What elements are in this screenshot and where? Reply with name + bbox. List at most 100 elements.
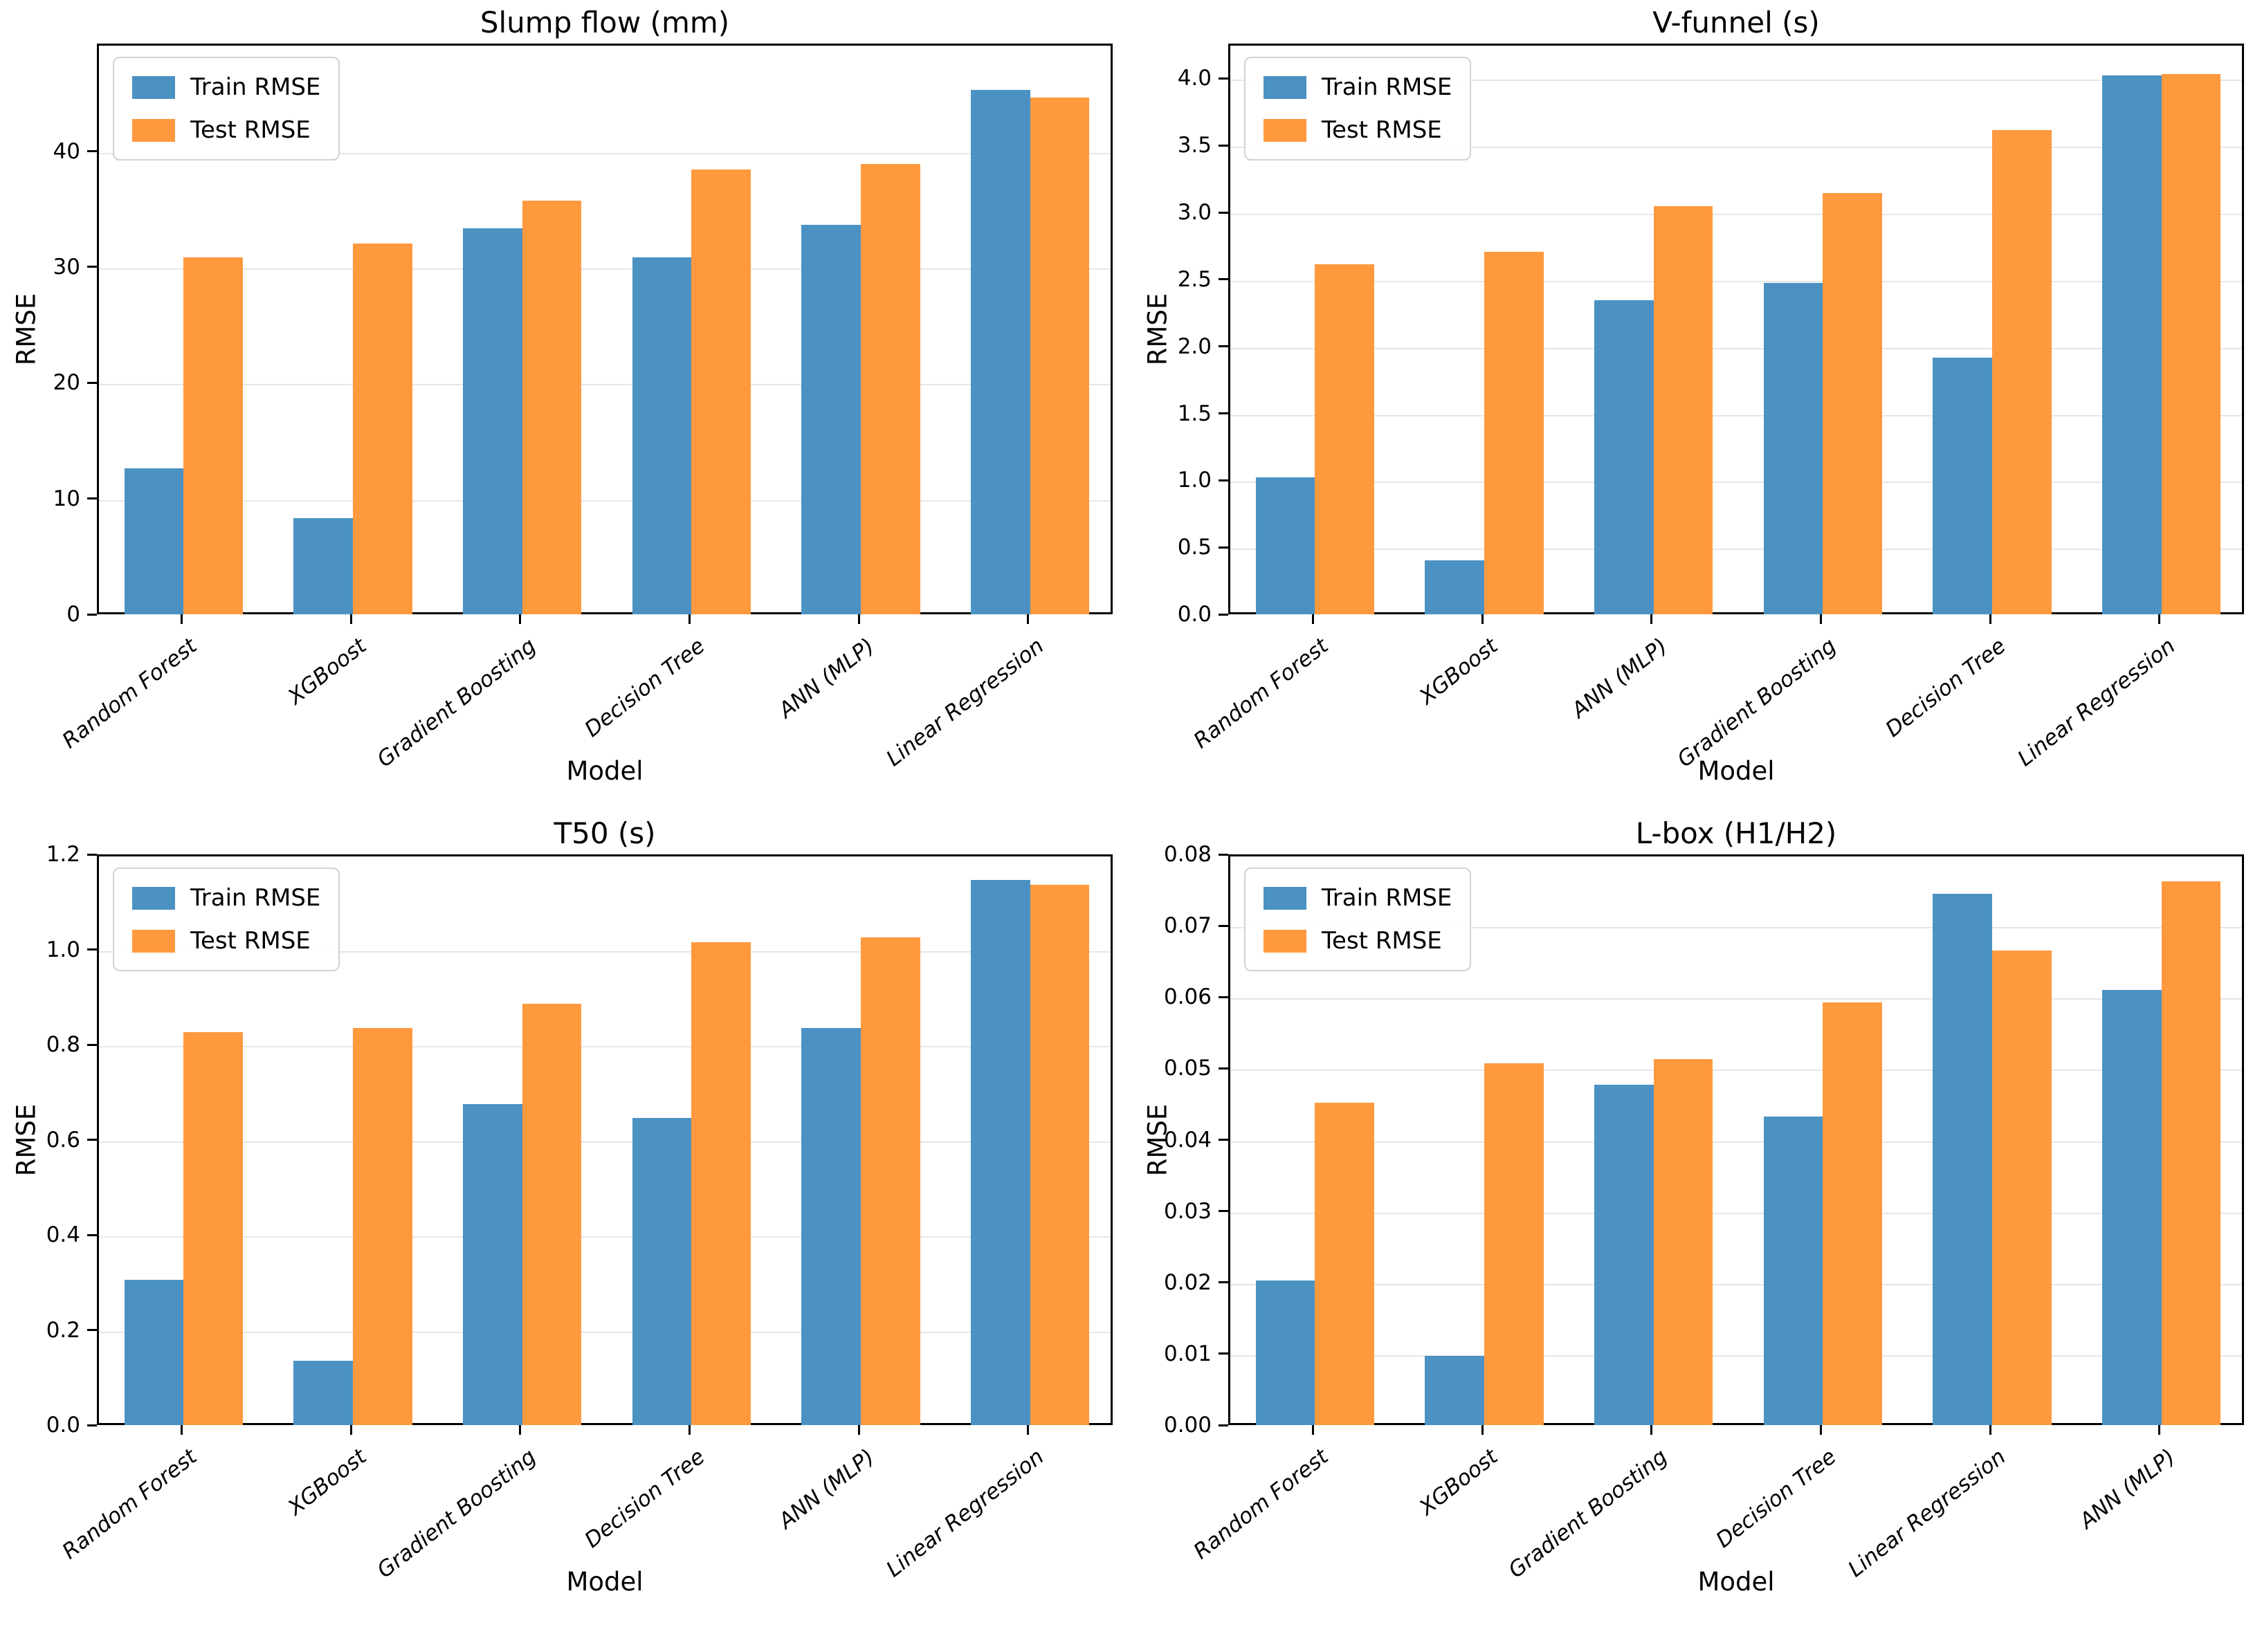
y-tick-mark: [1219, 1067, 1228, 1070]
y-tick-mark: [1219, 345, 1228, 348]
gridline: [99, 1331, 1111, 1333]
bar-train-decision-tree: [632, 257, 692, 614]
y-tick-mark: [1219, 924, 1228, 927]
legend-swatch-test-rmse: [1264, 929, 1306, 953]
x-axis-label: Model: [1697, 756, 1775, 786]
bar-test-gradient-boosting: [1653, 1058, 1713, 1425]
y-tick-mark: [1219, 1281, 1228, 1284]
bar-test-gradient-boosting: [522, 1004, 582, 1425]
bar-train-gradient-boosting: [463, 228, 522, 614]
y-tick-label: 20: [53, 370, 80, 396]
y-tick-mark: [1219, 479, 1228, 481]
y-tick-mark: [87, 266, 97, 268]
x-tick-mark: [1311, 614, 1314, 624]
bar-train-decision-tree: [1933, 358, 1992, 614]
bar-test-linear-regression: [1992, 951, 2052, 1425]
y-tick-label: 1.0: [46, 937, 80, 962]
legend: Train RMSE Test RMSE: [113, 57, 340, 160]
x-tick-mark: [1027, 1425, 1030, 1435]
gridline: [1230, 214, 2242, 215]
legend: Train RMSE Test RMSE: [1244, 57, 1472, 160]
bar-test-gradient-boosting: [522, 201, 582, 614]
y-tick-mark: [87, 948, 97, 951]
x-tick-mark: [1989, 614, 1991, 624]
gridline: [99, 1236, 1111, 1238]
y-tick-mark: [87, 613, 97, 616]
x-axis-label: Model: [566, 1567, 644, 1597]
bar-test-linear-regression: [2161, 73, 2221, 614]
y-tick-label: 0.03: [1163, 1198, 1212, 1224]
bar-train-linear-regression: [2102, 75, 2162, 614]
y-tick-label: 0.6: [46, 1127, 80, 1153]
bar-test-decision-tree: [1992, 130, 2052, 614]
x-tick-mark: [857, 1425, 860, 1435]
y-tick-label: 3.5: [1177, 133, 1212, 158]
bar-train-random-forest: [124, 468, 184, 614]
y-tick-mark: [87, 497, 97, 500]
gridline: [99, 1141, 1111, 1143]
y-tick-label: 1.0: [1177, 468, 1212, 493]
legend-label: Train RMSE: [190, 73, 321, 101]
gridline: [99, 384, 1111, 386]
legend-swatch-test-rmse: [132, 929, 175, 953]
y-tick-label: 0.0: [46, 1413, 80, 1438]
bar-test-random-forest: [1315, 1102, 1374, 1425]
y-tick-label: 0.5: [1177, 535, 1212, 560]
legend-swatch-test-rmse: [132, 118, 175, 142]
gridline: [99, 268, 1111, 270]
bar-test-ann-mlp: [1653, 206, 1713, 614]
y-tick-mark: [1219, 144, 1228, 147]
bar-test-ann-mlp: [2161, 881, 2221, 1425]
x-tick-mark: [180, 1425, 183, 1435]
chart-title: Slump flow (mm): [480, 6, 730, 39]
legend-label: Test RMSE: [1322, 116, 1442, 144]
legend-label: Test RMSE: [190, 927, 311, 955]
legend-swatch-test-rmse: [1264, 118, 1306, 142]
legend-item-train-rmse: Train RMSE: [132, 72, 320, 102]
bar-train-random-forest: [1255, 477, 1315, 614]
y-tick-mark: [87, 381, 97, 384]
chart-title: V-funnel (s): [1652, 6, 1820, 39]
y-tick-label: 0.2: [46, 1317, 80, 1343]
gridline: [99, 152, 1111, 154]
bar-test-ann-mlp: [861, 937, 920, 1425]
y-tick-label: 0.00: [1163, 1413, 1212, 1438]
plot-area: Train RMSE Test RMSE: [1228, 854, 2244, 1425]
bar-train-xgboost: [1425, 1355, 1484, 1425]
y-tick-mark: [87, 1139, 97, 1141]
y-tick-mark: [87, 853, 97, 856]
bar-train-xgboost: [293, 517, 353, 614]
x-tick-mark: [519, 1425, 522, 1435]
y-tick-label: 1.2: [46, 842, 80, 867]
chart-title: L-box (H1/H2): [1635, 816, 1837, 850]
subplot-t50: T50 (s) RMSE Model Train RMSE Test RMSE 0.0 0.…: [0, 801, 1131, 1602]
y-tick-mark: [1219, 613, 1228, 616]
x-tick-mark: [688, 1425, 691, 1435]
x-tick-mark: [519, 614, 522, 624]
y-tick-mark: [1219, 995, 1228, 998]
bar-train-linear-regression: [971, 89, 1030, 614]
y-tick-mark: [87, 1233, 97, 1236]
y-tick-label: 40: [53, 138, 80, 164]
x-axis-label: Model: [566, 756, 644, 786]
y-tick-label: 0.01: [1163, 1341, 1212, 1366]
legend-swatch-train-rmse: [1264, 75, 1306, 99]
bar-test-random-forest: [183, 257, 243, 614]
legend-item-train-rmse: Train RMSE: [1264, 883, 1452, 913]
y-tick-label: 0.04: [1163, 1127, 1212, 1153]
y-tick-mark: [1219, 77, 1228, 80]
gridline: [1230, 549, 2242, 551]
bar-train-gradient-boosting: [1763, 282, 1823, 614]
plot-area: Train RMSE Test RMSE: [97, 44, 1113, 614]
bar-test-ann-mlp: [861, 163, 920, 614]
bar-train-decision-tree: [1763, 1117, 1823, 1425]
bar-test-decision-tree: [691, 942, 751, 1425]
x-tick-mark: [349, 614, 352, 624]
y-tick-mark: [1219, 1424, 1228, 1426]
y-tick-mark: [87, 1329, 97, 1331]
bar-test-xgboost: [1484, 252, 1544, 614]
gridline: [1230, 347, 2242, 349]
legend-item-train-rmse: Train RMSE: [1264, 72, 1452, 102]
gridline: [1230, 927, 2242, 929]
bar-test-linear-regression: [1030, 98, 1090, 614]
